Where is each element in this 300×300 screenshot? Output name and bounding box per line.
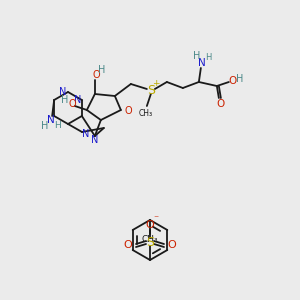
Text: ⁻: ⁻ [153,214,159,224]
Text: O: O [217,99,225,109]
Text: H: H [236,74,244,84]
Text: H: H [193,51,200,61]
Text: H: H [98,65,106,75]
Text: O: O [92,70,100,80]
Text: N: N [91,135,98,145]
Text: O: O [168,240,176,250]
Text: O: O [124,240,132,250]
Text: O: O [68,99,76,109]
Text: N: N [82,129,90,139]
Text: N: N [74,95,82,105]
Text: N: N [47,115,55,125]
Text: S: S [147,83,155,97]
Text: H: H [41,121,49,131]
Text: N: N [198,58,206,68]
Text: H: H [61,95,68,105]
Text: CH₃: CH₃ [142,236,158,244]
Text: O: O [146,220,154,230]
Text: H: H [205,52,211,62]
Text: O: O [229,76,237,86]
Text: O: O [124,106,132,116]
Text: +: + [152,80,160,88]
Text: CH₃: CH₃ [139,109,153,118]
Text: S: S [146,236,154,248]
Text: H: H [54,122,61,130]
Text: N: N [59,87,67,97]
